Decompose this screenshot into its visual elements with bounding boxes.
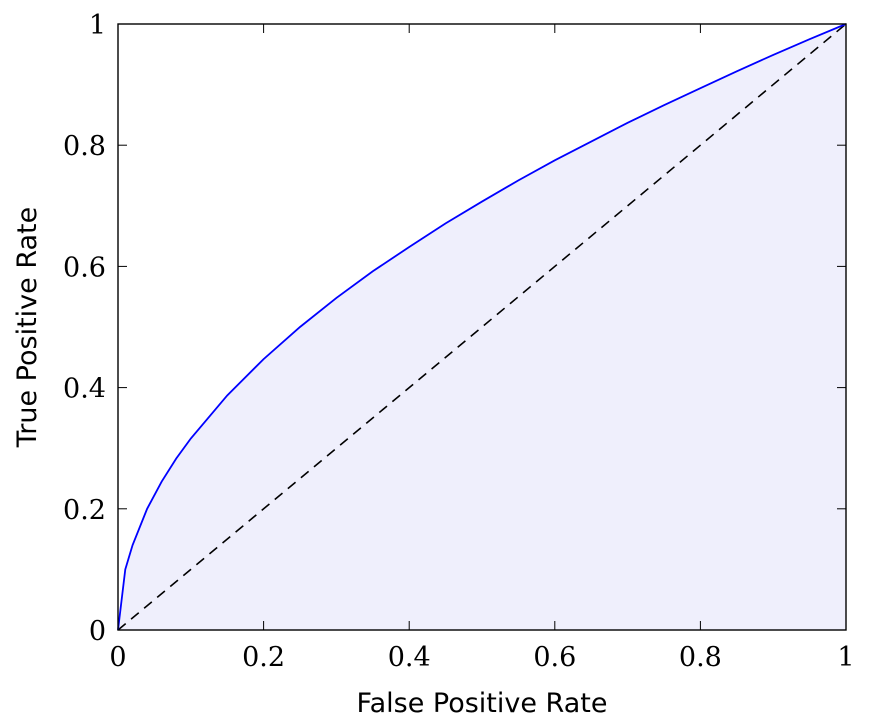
x-axis-title: False Positive Rate xyxy=(357,688,608,719)
y-tick-label: 0.4 xyxy=(63,374,106,405)
x-tick-label: 0.6 xyxy=(533,642,576,673)
x-tick-label: 0 xyxy=(109,642,126,673)
plot-area xyxy=(117,23,847,631)
x-tick-label: 0.2 xyxy=(242,642,285,673)
axes: 0 0.2 0.4 0.6 0.8 1 0 0.2 0.4 0.6 0.8 1 xyxy=(63,10,855,673)
roc-curve-line xyxy=(117,23,847,631)
y-tick-label: 0.2 xyxy=(63,495,106,526)
chance-diagonal-line xyxy=(117,23,847,631)
roc-area-fill xyxy=(118,24,846,630)
x-tick-label: 0.4 xyxy=(388,642,431,673)
y-tick-label: 0.8 xyxy=(63,131,106,162)
y-tick-label: 1 xyxy=(89,10,106,41)
y-tick-label: 0.6 xyxy=(63,252,106,283)
y-tick-label: 0 xyxy=(89,616,106,647)
x-tick-label: 1 xyxy=(837,642,854,673)
x-tick-label: 0.8 xyxy=(679,642,722,673)
y-axis-title: True Positive Rate xyxy=(12,207,43,449)
plot-frame xyxy=(117,23,847,631)
